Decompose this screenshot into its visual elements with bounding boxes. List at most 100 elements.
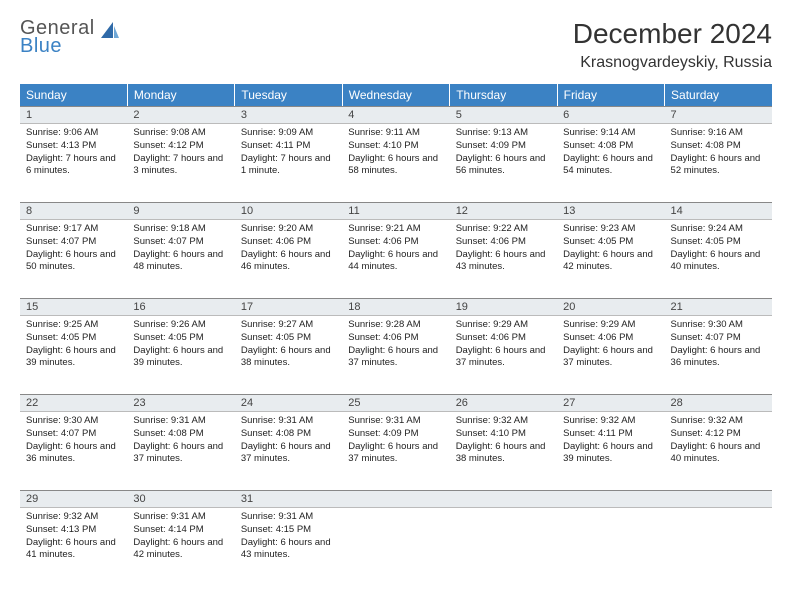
calendar-cell: 29Sunrise: 9:32 AMSunset: 4:13 PMDayligh… — [20, 490, 127, 586]
sunset-line: Sunset: 4:05 PM — [133, 332, 228, 345]
day-info: Sunrise: 9:32 AMSunset: 4:13 PMDaylight:… — [20, 508, 127, 586]
daylight-line: Daylight: 6 hours and 46 minutes. — [241, 249, 336, 275]
daylight-line: Daylight: 7 hours and 3 minutes. — [133, 153, 228, 179]
calendar-cell: 28Sunrise: 9:32 AMSunset: 4:12 PMDayligh… — [665, 394, 772, 490]
day-info: Sunrise: 9:13 AMSunset: 4:09 PMDaylight:… — [450, 124, 557, 202]
sunset-line: Sunset: 4:14 PM — [133, 524, 228, 537]
day-number-bar: 1 — [20, 106, 127, 124]
sunset-line: Sunset: 4:11 PM — [241, 140, 336, 153]
day-number-bar: 16 — [127, 298, 234, 316]
day-number-bar: 14 — [665, 202, 772, 220]
sunrise-line: Sunrise: 9:32 AM — [26, 511, 121, 524]
location: Krasnogvardeyskiy, Russia — [573, 54, 772, 72]
day-number-bar: 28 — [665, 394, 772, 412]
sunset-line: Sunset: 4:08 PM — [133, 428, 228, 441]
day-header: Sunday — [20, 84, 127, 106]
calendar-cell: 11Sunrise: 9:21 AMSunset: 4:06 PMDayligh… — [342, 202, 449, 298]
calendar-week-row: 29Sunrise: 9:32 AMSunset: 4:13 PMDayligh… — [20, 490, 772, 586]
daylight-line: Daylight: 6 hours and 43 minutes. — [456, 249, 551, 275]
day-number-bar: 8 — [20, 202, 127, 220]
day-number-bar: 26 — [450, 394, 557, 412]
day-number-bar: 23 — [127, 394, 234, 412]
calendar-cell: 26Sunrise: 9:32 AMSunset: 4:10 PMDayligh… — [450, 394, 557, 490]
daylight-line: Daylight: 6 hours and 37 minutes. — [456, 345, 551, 371]
daylight-line: Daylight: 6 hours and 43 minutes. — [241, 537, 336, 563]
day-number-bar: 17 — [235, 298, 342, 316]
day-info: Sunrise: 9:26 AMSunset: 4:05 PMDaylight:… — [127, 316, 234, 394]
logo: General Blue — [20, 18, 121, 56]
day-number-bar: 29 — [20, 490, 127, 508]
daylight-line: Daylight: 6 hours and 40 minutes. — [671, 441, 766, 467]
day-header: Monday — [127, 84, 234, 106]
day-number-bar: 15 — [20, 298, 127, 316]
daylight-line: Daylight: 6 hours and 39 minutes. — [563, 441, 658, 467]
daylight-line: Daylight: 6 hours and 38 minutes. — [456, 441, 551, 467]
sail-icon — [99, 20, 121, 47]
calendar-cell: 21Sunrise: 9:30 AMSunset: 4:07 PMDayligh… — [665, 298, 772, 394]
sunset-line: Sunset: 4:08 PM — [241, 428, 336, 441]
sunrise-line: Sunrise: 9:21 AM — [348, 223, 443, 236]
calendar-cell: 7Sunrise: 9:16 AMSunset: 4:08 PMDaylight… — [665, 106, 772, 202]
calendar-cell: 15Sunrise: 9:25 AMSunset: 4:05 PMDayligh… — [20, 298, 127, 394]
day-info: Sunrise: 9:31 AMSunset: 4:15 PMDaylight:… — [235, 508, 342, 586]
day-info: Sunrise: 9:32 AMSunset: 4:11 PMDaylight:… — [557, 412, 664, 490]
calendar-week-row: 22Sunrise: 9:30 AMSunset: 4:07 PMDayligh… — [20, 394, 772, 490]
day-info: Sunrise: 9:08 AMSunset: 4:12 PMDaylight:… — [127, 124, 234, 202]
day-number-bar: 25 — [342, 394, 449, 412]
day-info: Sunrise: 9:06 AMSunset: 4:13 PMDaylight:… — [20, 124, 127, 202]
sunrise-line: Sunrise: 9:13 AM — [456, 127, 551, 140]
sunrise-line: Sunrise: 9:11 AM — [348, 127, 443, 140]
day-info: Sunrise: 9:30 AMSunset: 4:07 PMDaylight:… — [665, 316, 772, 394]
calendar-cell: 4Sunrise: 9:11 AMSunset: 4:10 PMDaylight… — [342, 106, 449, 202]
sunset-line: Sunset: 4:05 PM — [241, 332, 336, 345]
sunrise-line: Sunrise: 9:27 AM — [241, 319, 336, 332]
calendar-cell: 20Sunrise: 9:29 AMSunset: 4:06 PMDayligh… — [557, 298, 664, 394]
sunset-line: Sunset: 4:15 PM — [241, 524, 336, 537]
day-info: Sunrise: 9:31 AMSunset: 4:09 PMDaylight:… — [342, 412, 449, 490]
sunset-line: Sunset: 4:09 PM — [348, 428, 443, 441]
daylight-line: Daylight: 6 hours and 37 minutes. — [563, 345, 658, 371]
sunset-line: Sunset: 4:07 PM — [133, 236, 228, 249]
sunset-line: Sunset: 4:06 PM — [456, 236, 551, 249]
daylight-line: Daylight: 6 hours and 37 minutes. — [241, 441, 336, 467]
sunrise-line: Sunrise: 9:25 AM — [26, 319, 121, 332]
day-header: Saturday — [665, 84, 772, 106]
sunset-line: Sunset: 4:12 PM — [671, 428, 766, 441]
calendar-cell: 10Sunrise: 9:20 AMSunset: 4:06 PMDayligh… — [235, 202, 342, 298]
sunrise-line: Sunrise: 9:18 AM — [133, 223, 228, 236]
day-number-bar: 4 — [342, 106, 449, 124]
day-number-bar: 6 — [557, 106, 664, 124]
daylight-line: Daylight: 6 hours and 52 minutes. — [671, 153, 766, 179]
sunset-line: Sunset: 4:06 PM — [348, 236, 443, 249]
sunrise-line: Sunrise: 9:31 AM — [241, 415, 336, 428]
calendar-week-row: 1Sunrise: 9:06 AMSunset: 4:13 PMDaylight… — [20, 106, 772, 202]
daylight-line: Daylight: 6 hours and 40 minutes. — [671, 249, 766, 275]
day-info: Sunrise: 9:20 AMSunset: 4:06 PMDaylight:… — [235, 220, 342, 298]
day-info: Sunrise: 9:27 AMSunset: 4:05 PMDaylight:… — [235, 316, 342, 394]
sunrise-line: Sunrise: 9:22 AM — [456, 223, 551, 236]
calendar-cell: 19Sunrise: 9:29 AMSunset: 4:06 PMDayligh… — [450, 298, 557, 394]
sunrise-line: Sunrise: 9:30 AM — [26, 415, 121, 428]
header: General Blue December 2024 Krasnogvardey… — [20, 18, 772, 72]
sunrise-line: Sunrise: 9:08 AM — [133, 127, 228, 140]
sunrise-line: Sunrise: 9:23 AM — [563, 223, 658, 236]
calendar-cell: 13Sunrise: 9:23 AMSunset: 4:05 PMDayligh… — [557, 202, 664, 298]
day-info: Sunrise: 9:31 AMSunset: 4:08 PMDaylight:… — [127, 412, 234, 490]
day-header: Friday — [557, 84, 664, 106]
calendar-cell: 24Sunrise: 9:31 AMSunset: 4:08 PMDayligh… — [235, 394, 342, 490]
calendar-cell: 23Sunrise: 9:31 AMSunset: 4:08 PMDayligh… — [127, 394, 234, 490]
daylight-line: Daylight: 6 hours and 36 minutes. — [671, 345, 766, 371]
calendar-cell: 14Sunrise: 9:24 AMSunset: 4:05 PMDayligh… — [665, 202, 772, 298]
day-number-bar — [342, 490, 449, 508]
calendar-cell: 1Sunrise: 9:06 AMSunset: 4:13 PMDaylight… — [20, 106, 127, 202]
day-info: Sunrise: 9:16 AMSunset: 4:08 PMDaylight:… — [665, 124, 772, 202]
calendar-cell: 3Sunrise: 9:09 AMSunset: 4:11 PMDaylight… — [235, 106, 342, 202]
sunrise-line: Sunrise: 9:32 AM — [456, 415, 551, 428]
day-info: Sunrise: 9:21 AMSunset: 4:06 PMDaylight:… — [342, 220, 449, 298]
calendar-cell — [557, 490, 664, 586]
sunrise-line: Sunrise: 9:31 AM — [133, 415, 228, 428]
sunset-line: Sunset: 4:07 PM — [26, 236, 121, 249]
calendar-cell: 31Sunrise: 9:31 AMSunset: 4:15 PMDayligh… — [235, 490, 342, 586]
daylight-line: Daylight: 6 hours and 56 minutes. — [456, 153, 551, 179]
calendar-cell: 5Sunrise: 9:13 AMSunset: 4:09 PMDaylight… — [450, 106, 557, 202]
